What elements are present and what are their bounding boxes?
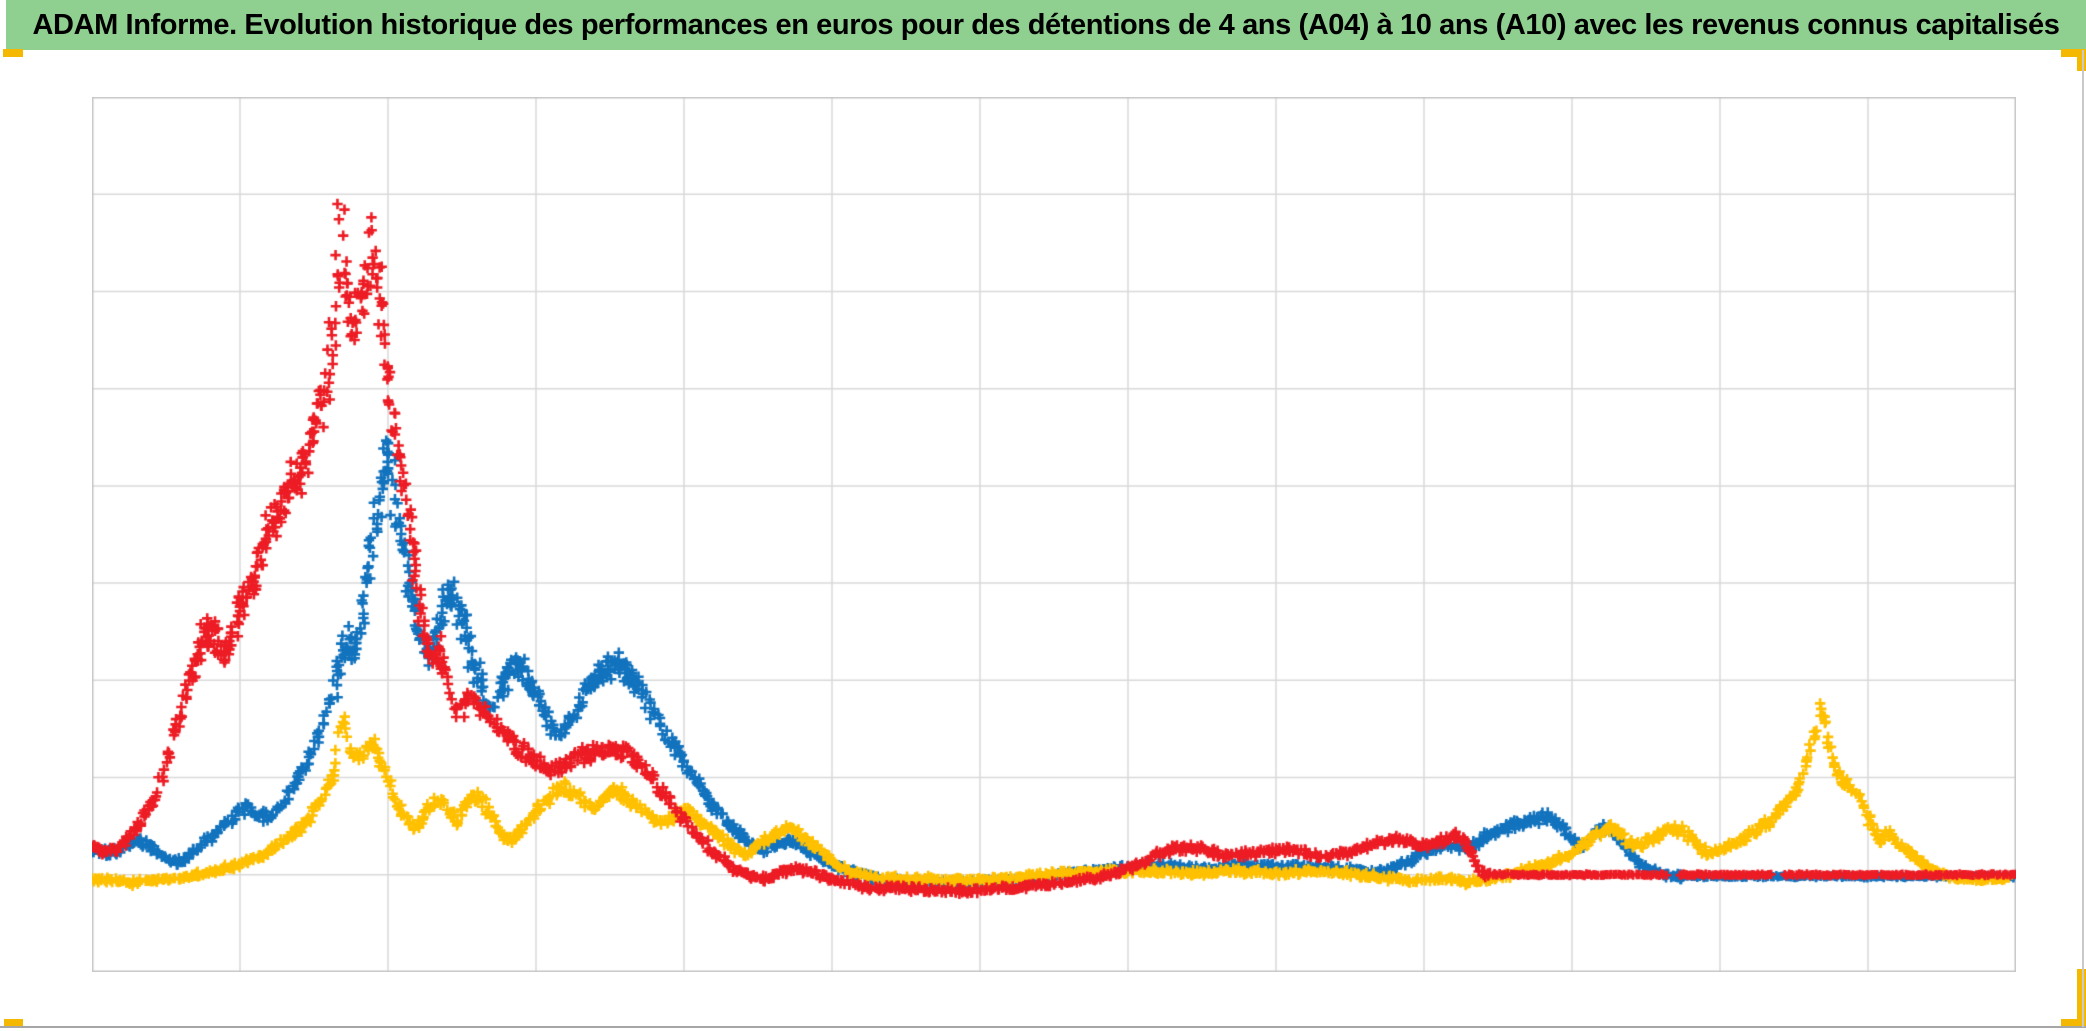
title-bar: ADAM Informe. Evolution historique des p… xyxy=(6,0,2086,50)
page-title: ADAM Informe. Evolution historique des p… xyxy=(32,8,2060,41)
selection-handle-top-right[interactable] xyxy=(2061,49,2086,71)
selection-handle-bottom-left[interactable] xyxy=(4,1019,23,1027)
bottom-divider xyxy=(0,1026,2086,1028)
chart-canvas xyxy=(92,97,2016,972)
right-edge-divider xyxy=(2082,50,2084,1027)
selection-handle-top-left[interactable] xyxy=(3,49,23,57)
selection-handle-bottom-right[interactable] xyxy=(2061,969,2086,1027)
performance-chart[interactable] xyxy=(92,97,2016,972)
